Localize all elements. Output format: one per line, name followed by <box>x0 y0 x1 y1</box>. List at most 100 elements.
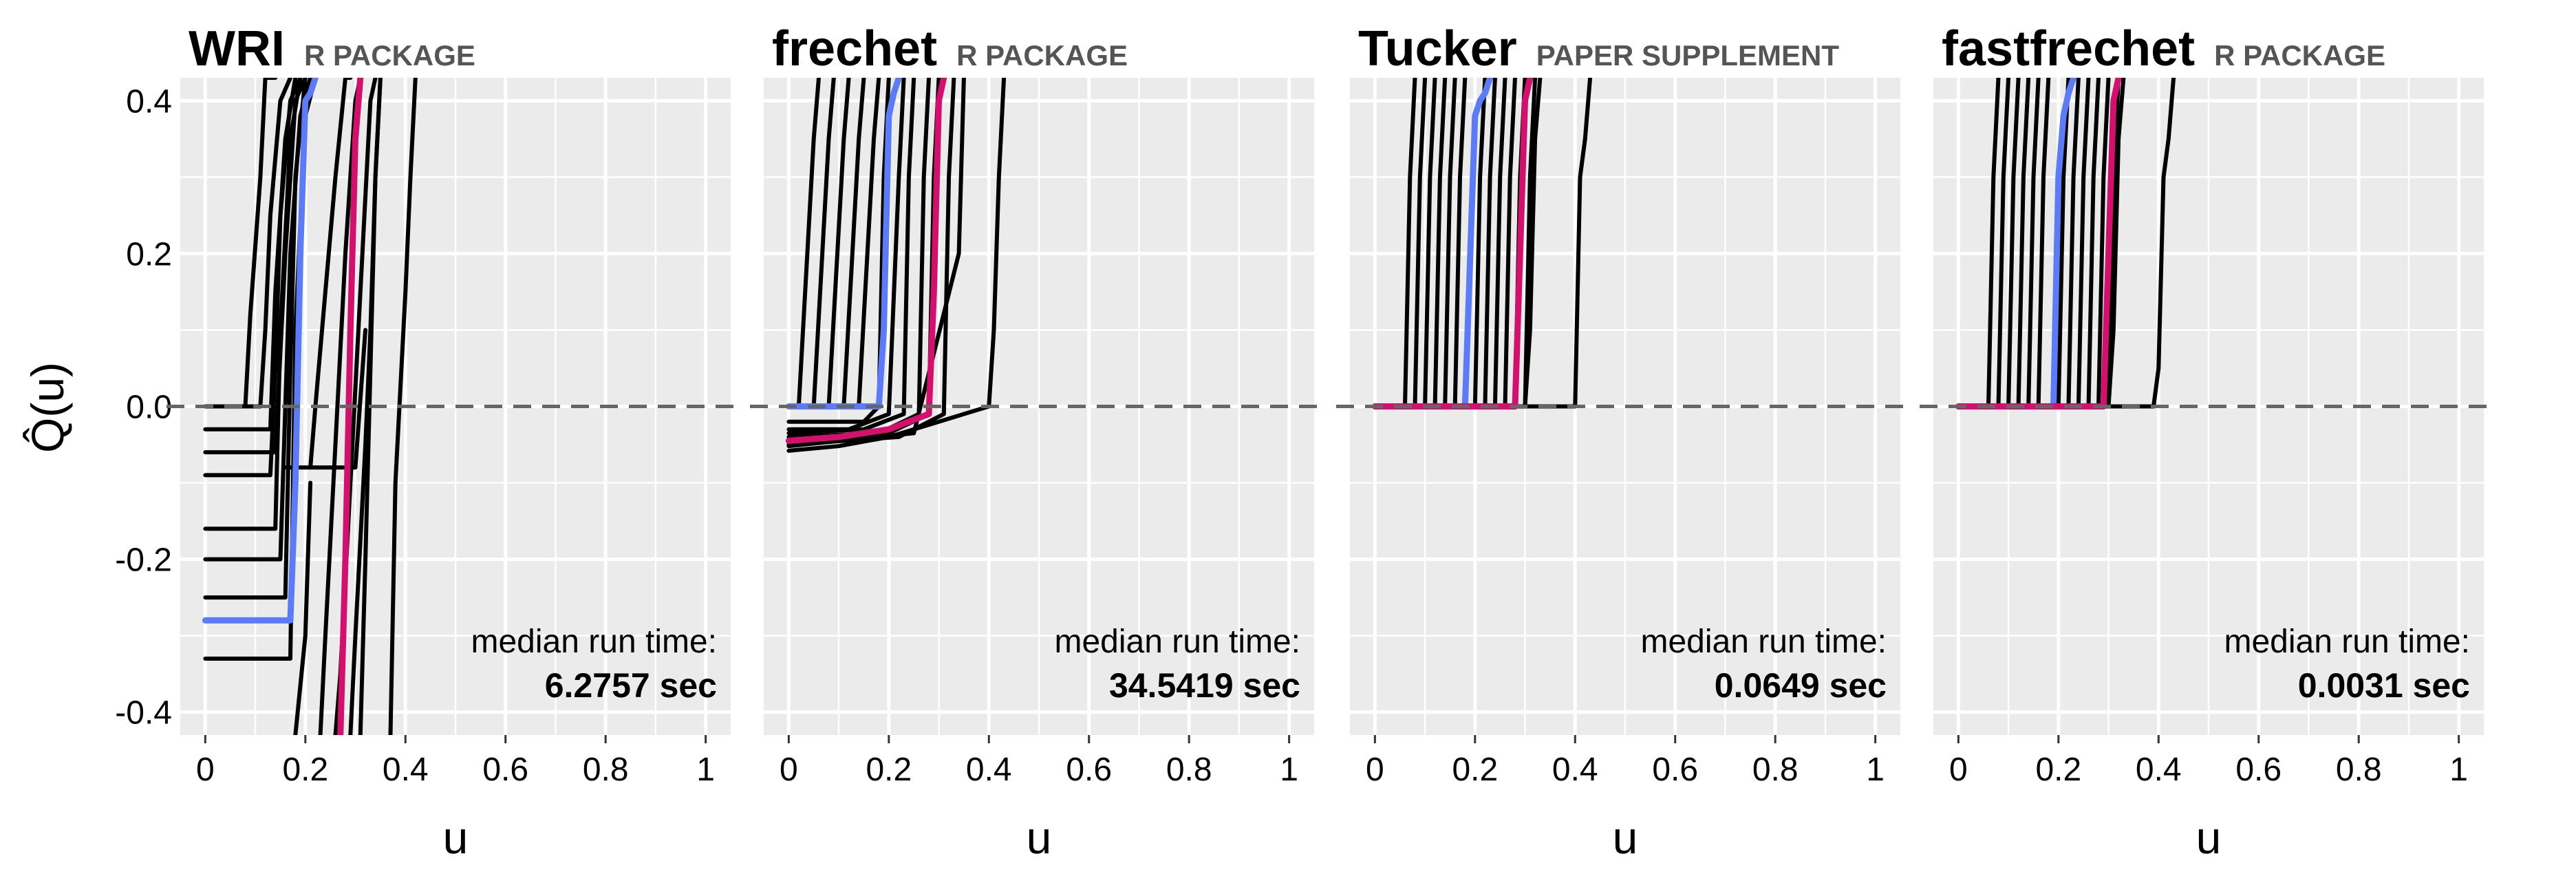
panel-0: 0 0.2 0.4 0.6 0.8 1 u WRI R PACKAGE median run ti… <box>167 21 744 863</box>
series-line-black <box>1452 78 1468 409</box>
panel-title: WRI <box>189 21 285 76</box>
panel-subtitle: R PACKAGE <box>956 39 1128 72</box>
panel-2: 0 0.2 0.4 0.6 0.8 1 u Tucker PAPER SUPPLEMENT med… <box>1336 21 1914 863</box>
x-tick-label: 1 <box>2449 752 2468 788</box>
series-line-black <box>1423 78 1437 409</box>
panel-title: frechet <box>772 21 937 76</box>
x-tick-label: 0.4 <box>966 752 1012 788</box>
x-tick-label: 0.2 <box>282 752 328 788</box>
x-tick-label: 0.6 <box>1066 752 1112 788</box>
run-time-label: median run time: <box>1055 624 1301 660</box>
series-line-black <box>1472 78 1488 409</box>
series-line-black <box>2036 78 2051 409</box>
x-tick-label: 0.8 <box>1752 752 1799 788</box>
x-tick-label: 0 <box>1949 752 1968 788</box>
series-line-black <box>1503 78 1517 409</box>
x-axis-label: u <box>1613 812 1638 863</box>
x-tick-label: 0.6 <box>482 752 528 788</box>
x-tick-label: 0.4 <box>1552 752 1598 788</box>
x-tick-label: 0.4 <box>2136 752 2182 788</box>
series-line-blue <box>785 78 902 410</box>
panel-1: 0 0.2 0.4 0.6 0.8 1 u frechet R PACKAGE median ru… <box>750 21 1328 863</box>
y-tick-label: -0.4 <box>115 695 172 732</box>
run-time-label: median run time: <box>1641 624 1887 660</box>
series-line-black <box>2076 78 2091 409</box>
series-line-black <box>2066 78 2081 409</box>
series-line-black <box>358 78 383 735</box>
series-line-black <box>786 78 916 436</box>
series-line-black <box>308 78 353 470</box>
series-line-black <box>203 78 308 600</box>
x-tick-label: 0.6 <box>1652 752 1698 788</box>
y-tick-label: 0.2 <box>126 236 172 273</box>
x-axis-label: u <box>2196 812 2222 863</box>
panel-title: fastfrechet <box>1942 21 2195 76</box>
y-tick-label: -0.2 <box>115 542 172 579</box>
series-line-black <box>1413 78 1428 409</box>
panel-subtitle: R PACKAGE <box>304 39 475 72</box>
x-tick-label: 1 <box>1866 752 1885 788</box>
run-time-value: 34.5419 sec <box>1109 666 1300 705</box>
run-time-value: 0.0649 sec <box>1715 666 1887 705</box>
series-line-black <box>796 78 821 409</box>
series-line-black <box>786 78 1007 453</box>
panel-3: 0 0.2 0.4 0.6 0.8 1 u fastfrechet R PACKAGE media… <box>1920 21 2498 863</box>
series-line-black <box>811 78 836 409</box>
x-tick-label: 0.4 <box>383 752 429 788</box>
y-tick-label: 0.4 <box>126 83 172 120</box>
run-time-value: 6.2757 sec <box>545 666 717 705</box>
series-line-black <box>2026 78 2041 409</box>
x-tick-label: 1 <box>696 752 715 788</box>
y-tick-label: 0.0 <box>126 390 172 426</box>
series-line-black <box>2016 78 2031 409</box>
series-line-black <box>1483 78 1497 409</box>
series-line-magenta <box>1955 78 2122 410</box>
x-tick-label: 0.6 <box>2235 752 2282 788</box>
series-line-magenta <box>337 78 364 735</box>
x-tick-label: 1 <box>1280 752 1298 788</box>
x-tick-label: 0 <box>196 752 215 788</box>
x-tick-label: 0.2 <box>866 752 912 788</box>
x-tick-label: 0.8 <box>583 752 629 788</box>
x-tick-label: 0.2 <box>2035 752 2081 788</box>
run-time-label: median run time: <box>2224 624 2471 660</box>
series-line-black <box>203 78 318 661</box>
y-axis-label: Q̂(u) <box>22 362 73 453</box>
x-axis-label: u <box>1027 812 1052 863</box>
x-tick-label: 0.8 <box>2336 752 2382 788</box>
x-tick-label: 0.2 <box>1452 752 1498 788</box>
series-line-black <box>1443 78 1457 409</box>
series-line-black <box>293 480 313 735</box>
series-line-black <box>1492 78 1507 409</box>
series-line-black <box>1403 78 1417 409</box>
run-time-value: 0.0031 sec <box>2298 666 2470 705</box>
panel-subtitle: R PACKAGE <box>2214 39 2385 72</box>
series-line-black <box>2086 78 2101 409</box>
panel-subtitle: PAPER SUPPLEMENT <box>1536 39 1840 72</box>
series-line-black <box>2006 78 2021 409</box>
series-line-magenta <box>785 78 947 444</box>
series-line-blue <box>1461 78 1494 410</box>
series-line-black <box>283 328 368 470</box>
series-line-black <box>1996 78 2011 409</box>
series-line-blue <box>2050 78 2077 410</box>
panel-title: Tucker <box>1358 21 1517 76</box>
series-line-black <box>203 78 303 478</box>
series-line-black <box>1432 78 1448 409</box>
run-time-label: median run time: <box>471 624 718 660</box>
series-line-black <box>1986 78 2001 409</box>
series-line-black <box>826 78 851 409</box>
series-line-blue <box>202 78 319 624</box>
series-line-black <box>203 78 292 409</box>
series-line-black <box>2096 78 2111 409</box>
x-tick-label: 0 <box>1366 752 1384 788</box>
x-tick-label: 0 <box>780 752 798 788</box>
series-line-black <box>388 78 418 735</box>
series-line-black <box>857 78 881 409</box>
series-line-black <box>203 78 308 455</box>
series-line-black <box>786 78 966 449</box>
x-axis-label: u <box>443 812 469 863</box>
x-tick-label: 0.8 <box>1166 752 1212 788</box>
series-line-black <box>841 78 866 409</box>
